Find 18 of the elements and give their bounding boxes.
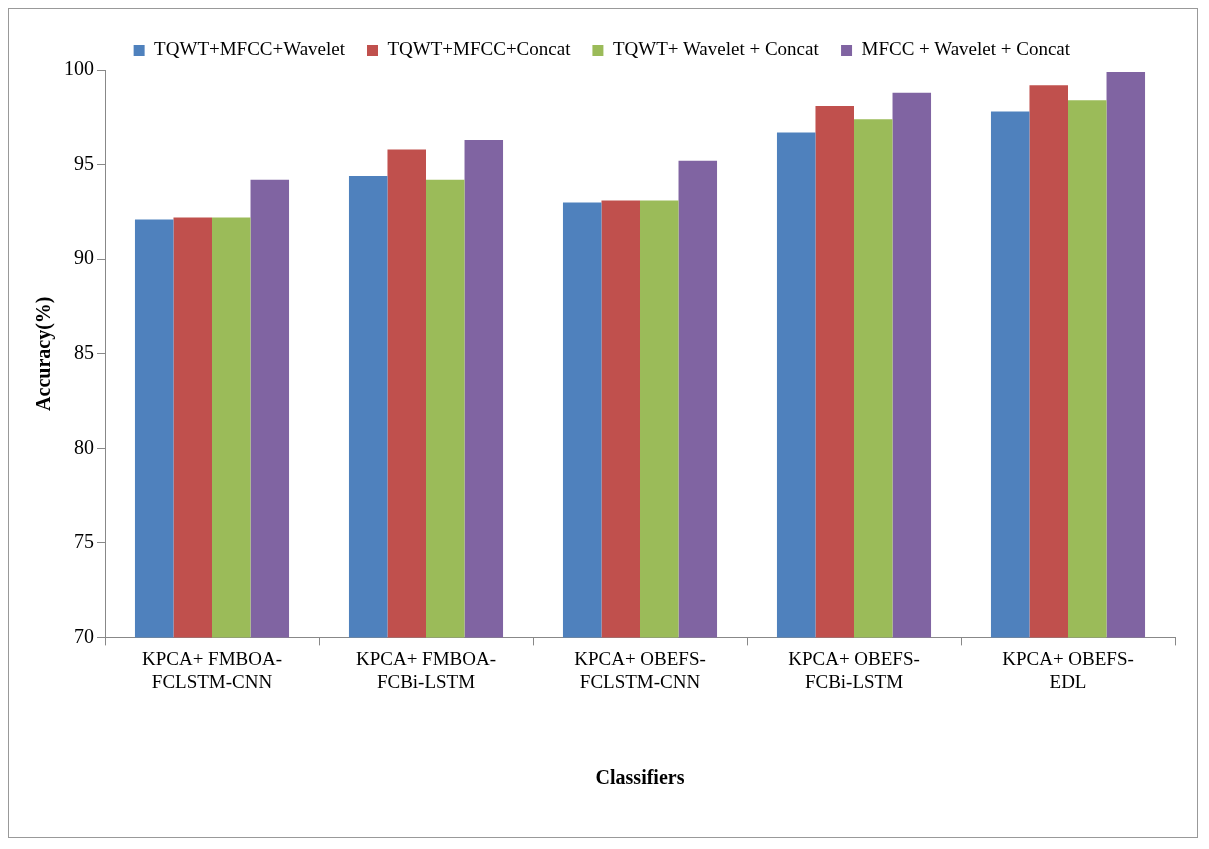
y-axis-title: Accuracy(%) xyxy=(32,296,56,411)
legend-label: TQWT+MFCC+Wavelet xyxy=(154,38,346,60)
y-tick-label: 80 xyxy=(74,435,94,458)
x-tick-label: KPCA+ FMBOA- FCLSTM-CNN xyxy=(141,647,283,692)
x-tick-label: KPCA+ OBEFS- FCLSTM-CNN xyxy=(574,647,706,692)
x-tick-label: KPCA+ FMBOA- FCBi-LSTM xyxy=(355,647,497,692)
legend-label: TQWT+ Wavelet + Concat xyxy=(612,38,820,60)
y-tick-label: 95 xyxy=(74,151,94,174)
y-tick-label: 85 xyxy=(74,340,94,363)
y-tick-label: 90 xyxy=(74,246,94,269)
y-tick-label: 75 xyxy=(74,530,94,553)
x-tick-label: KPCA+ OBEFS- FCBi-LSTM xyxy=(788,647,920,692)
y-tick-label: 100 xyxy=(64,57,94,80)
legend-label: MFCC + Wavelet + Concat xyxy=(861,38,1071,60)
y-tick-label: 70 xyxy=(74,624,94,647)
x-tick-label: KPCA+ OBEFS- EDL xyxy=(1002,647,1134,692)
legend-label: TQWT+MFCC+Concat xyxy=(387,38,572,60)
x-axis-title: Classifiers xyxy=(595,766,685,789)
